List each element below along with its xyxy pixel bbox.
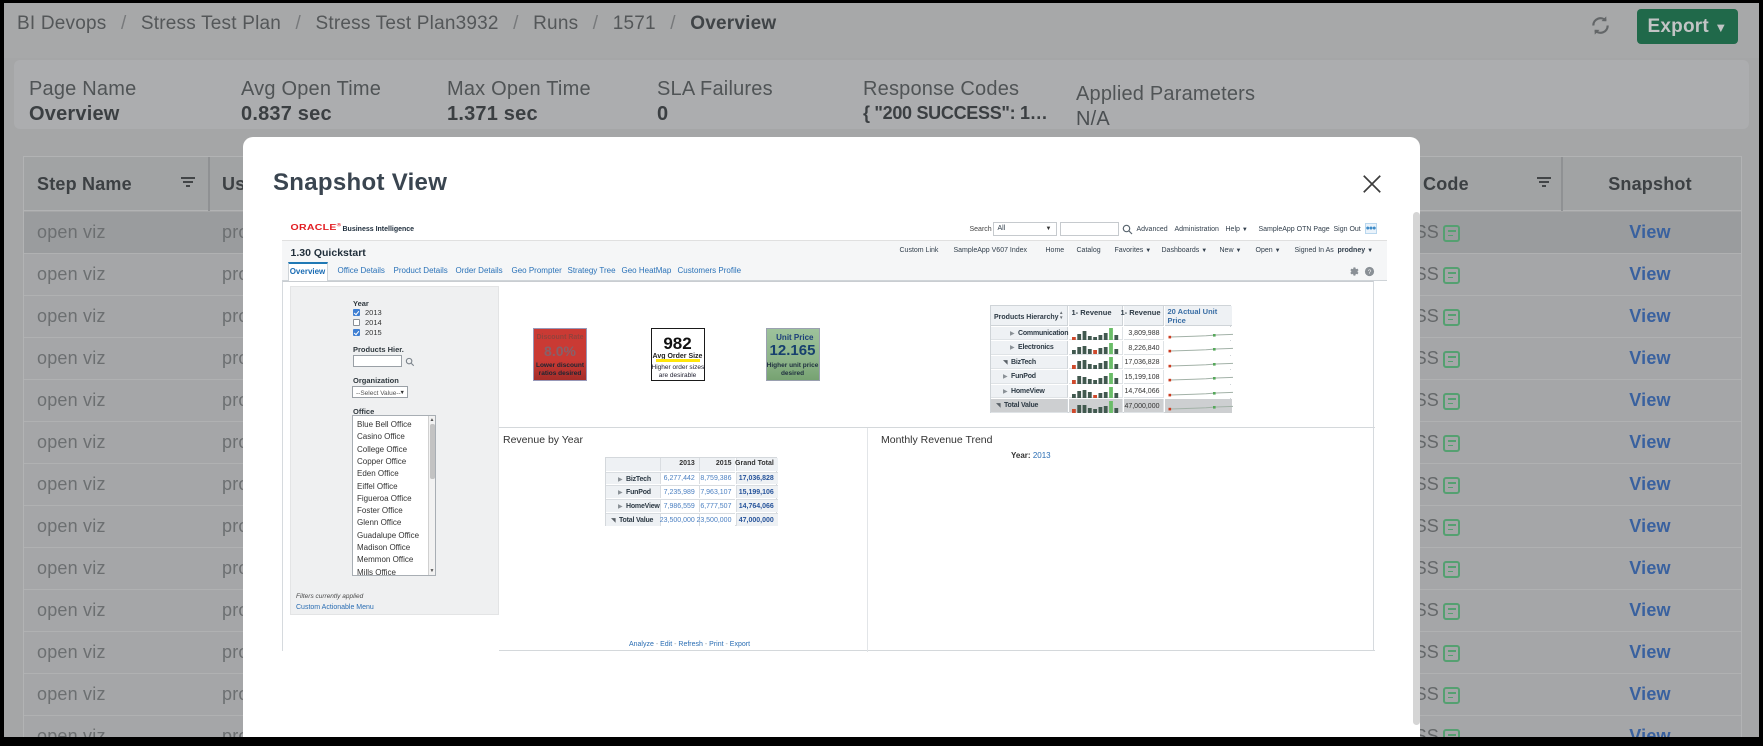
svg-text:?: ? <box>1367 269 1371 276</box>
